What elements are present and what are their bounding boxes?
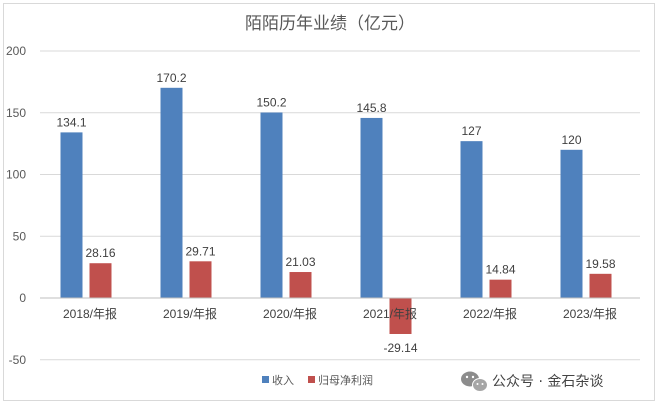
chart-title: 陌陌历年业绩（亿元） (245, 14, 415, 34)
bar-net-profit (389, 298, 412, 334)
y-tick-label: 50 (13, 229, 27, 243)
y-tick-label: 200 (6, 44, 26, 58)
y-tick-label: 100 (6, 168, 26, 182)
legend-label: 收入 (272, 373, 294, 387)
bar-net-profit (89, 263, 112, 298)
legend-label: 归母净利润 (318, 373, 373, 387)
data-label: 150.2 (256, 96, 286, 110)
data-label: 127 (461, 124, 481, 138)
data-label: 134.1 (56, 115, 86, 129)
data-label: 19.58 (585, 257, 615, 271)
legend-swatch (308, 376, 315, 383)
data-label: 145.8 (356, 101, 386, 115)
y-tick-label: 0 (19, 291, 26, 305)
x-tick-label: 2023/年报 (563, 306, 617, 321)
x-tick-label: 2018/年报 (63, 306, 117, 321)
bar-revenue (60, 132, 83, 298)
x-axis: 2018/年报 2019/年报 2020/年报 2021/年报 2022/年报 2023/… (40, 297, 640, 321)
chart-frame (3, 3, 655, 401)
x-tick-label: 2022/年报 (463, 306, 517, 321)
bar-net-profit (489, 279, 512, 298)
y-tick-label: -50 (9, 353, 27, 367)
data-label: -29.14 (383, 341, 417, 355)
gridlines (40, 50, 640, 361)
legend-swatch (262, 376, 269, 383)
wechat-icon (461, 371, 488, 392)
bars: 134.1 170.2 150.2 145.8 127 120 28.16 29.71 21.0… (56, 71, 615, 355)
x-tick-label: 2021/年报 (363, 306, 417, 321)
bar-revenue (260, 112, 283, 299)
x-tick-label: 2019/年报 (163, 306, 217, 321)
bar-revenue (160, 87, 183, 298)
data-label: 21.03 (285, 255, 315, 269)
bar-net-profit (289, 272, 312, 298)
data-label: 29.71 (185, 244, 215, 258)
bar-revenue (560, 149, 583, 298)
data-label: 170.2 (156, 71, 186, 85)
bar-revenue (360, 117, 383, 298)
x-tick-label: 2020/年报 (263, 306, 317, 321)
bar-revenue (460, 141, 483, 298)
y-tick-label: 150 (6, 106, 26, 120)
data-label: 14.84 (485, 263, 515, 277)
data-label: 120 (561, 133, 581, 147)
bar-net-profit (589, 273, 612, 298)
watermark: 公众号 · 金石杂谈 (461, 371, 603, 392)
bar-net-profit (189, 261, 212, 298)
y-axis: -50 0 50 100 150 200 (6, 44, 26, 367)
data-label: 28.16 (85, 246, 115, 260)
legend: 收入 归母净利润 (262, 373, 373, 387)
watermark-text: 公众号 · 金石杂谈 (492, 374, 603, 390)
